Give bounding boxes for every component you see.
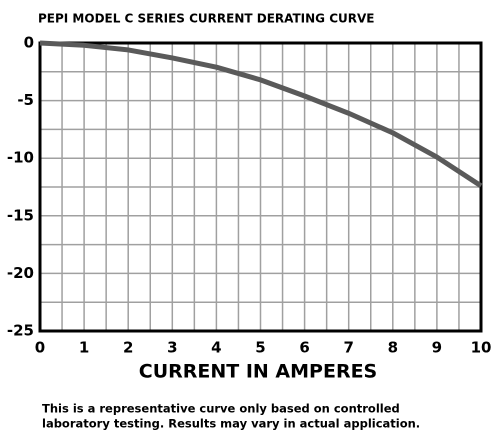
x-tick-label: 4: [211, 339, 221, 357]
note-line: laboratory testing. Results may vary in …: [42, 417, 420, 431]
x-tick-label: 5: [255, 339, 265, 357]
line-series: [39, 40, 483, 188]
y-tick-label: -20: [7, 264, 34, 282]
x-tick-label: 7: [343, 339, 353, 357]
y-tick-label: -10: [7, 149, 34, 167]
y-tick-label: -5: [17, 91, 34, 109]
y-tick-label: -15: [7, 206, 34, 224]
chart-title: PEPI MODEL C SERIES CURRENT DERATING CUR…: [38, 12, 375, 26]
x-tick-label: 3: [167, 339, 177, 357]
x-tick-label: 8: [388, 339, 398, 357]
x-tick-label: 1: [79, 339, 89, 357]
x-tick-label: 6: [299, 339, 309, 357]
x-tick-label: 2: [123, 339, 133, 357]
x-axis-label: CURRENT IN AMPERES: [139, 361, 377, 383]
note-line: This is a representative curve only base…: [42, 402, 400, 416]
x-tick-label: 0: [35, 339, 45, 357]
plot-border: [38, 41, 483, 333]
y-tick-label: 0: [24, 34, 34, 52]
x-tick-label: 10: [471, 339, 492, 357]
x-tick-label: 9: [432, 339, 442, 357]
y-tick-label: -25: [7, 322, 34, 340]
